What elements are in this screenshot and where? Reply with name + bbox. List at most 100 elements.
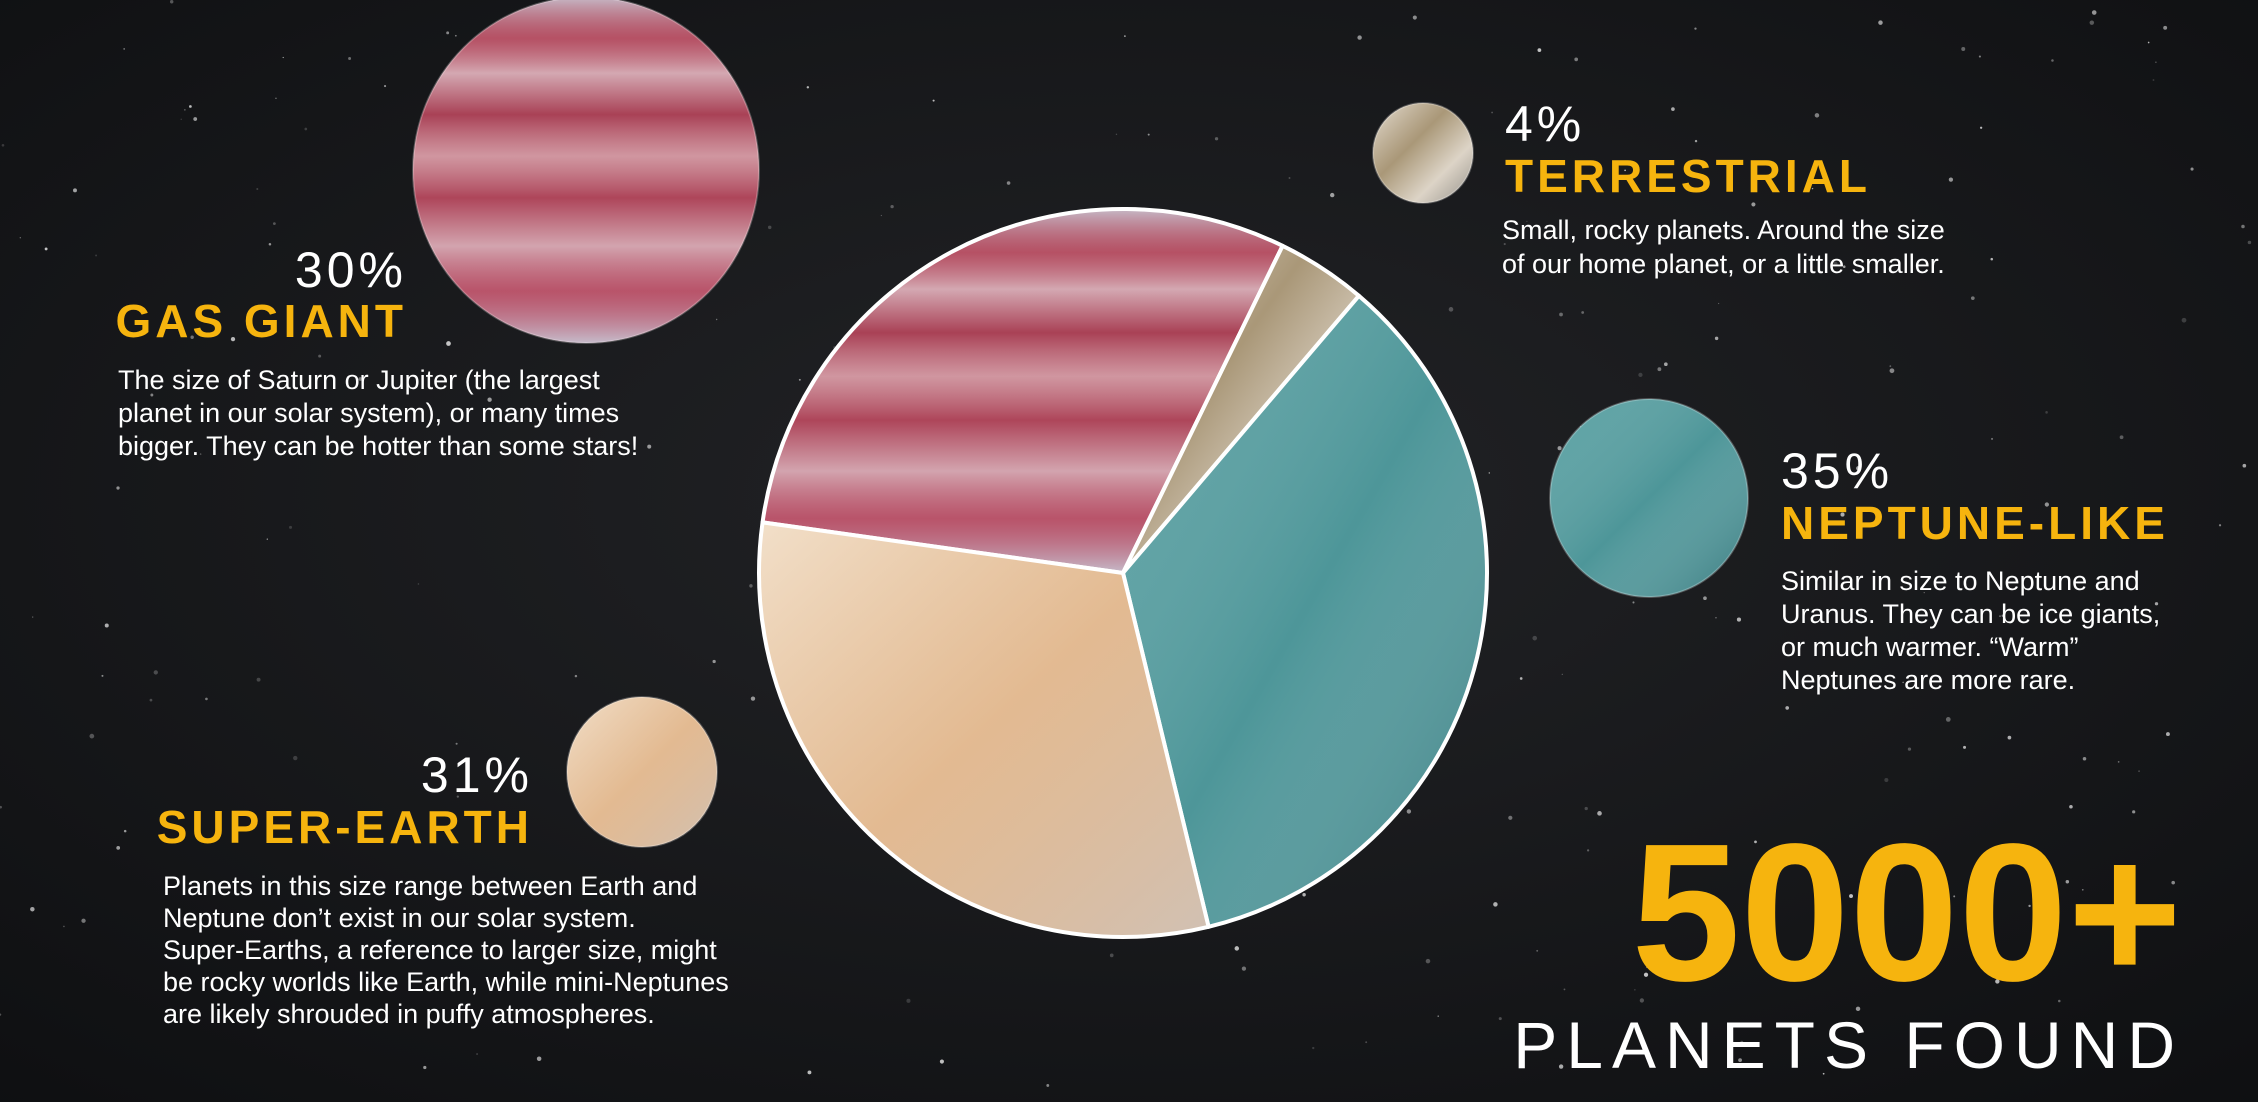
star (1715, 617, 1717, 619)
star (2051, 59, 2054, 62)
star (806, 86, 810, 89)
star (454, 34, 457, 37)
star (256, 677, 261, 682)
category-label: GAS GIANT (115, 295, 407, 347)
star (289, 525, 293, 529)
star (2117, 760, 2120, 763)
star (2242, 463, 2247, 468)
star (807, 1070, 812, 1075)
star (348, 57, 352, 60)
star (1991, 946, 1997, 952)
star (1124, 35, 1126, 37)
star (174, 447, 177, 450)
star (1634, 989, 1636, 991)
star (456, 795, 459, 798)
star (1302, 892, 1306, 897)
star (123, 829, 127, 833)
star (749, 584, 753, 588)
percent-label: 35% (1781, 443, 1893, 499)
star (446, 31, 450, 35)
star (1448, 307, 1454, 312)
star (358, 377, 363, 381)
description-line: are likely shrouded in puffy atmospheres… (163, 999, 655, 1029)
star (1508, 815, 1513, 820)
star (2001, 614, 2005, 618)
star (2154, 602, 2159, 606)
star (2147, 41, 2150, 44)
star (1849, 894, 1854, 899)
star (268, 242, 272, 246)
star (2190, 167, 2194, 171)
star (1840, 512, 1845, 517)
star (1657, 367, 1662, 372)
star (293, 755, 298, 761)
star (1586, 849, 1590, 852)
star (1639, 998, 1645, 1003)
star (1498, 1017, 1502, 1021)
star (798, 378, 801, 381)
star (880, 214, 882, 217)
star (1624, 169, 1626, 172)
star (1970, 296, 1975, 301)
star (30, 906, 35, 912)
star (1559, 312, 1563, 317)
star (285, 1009, 290, 1013)
star (1006, 181, 1011, 185)
star (2007, 735, 2012, 740)
star (1978, 55, 1981, 58)
star (1718, 302, 1720, 305)
planet-icon-texture (1372, 102, 1474, 204)
star (1991, 437, 1994, 440)
star (1557, 446, 1562, 451)
star (1999, 615, 2001, 617)
star (1814, 113, 1820, 118)
star (939, 1059, 944, 1064)
percent-label: 4% (1505, 96, 1585, 152)
star (95, 254, 98, 257)
star (318, 354, 322, 358)
star (1907, 747, 1912, 751)
star (1671, 107, 1675, 111)
star (2069, 804, 2073, 809)
star (275, 97, 277, 99)
star (1754, 840, 1757, 844)
slice-texture (1123, 295, 1487, 927)
star (1312, 1046, 1315, 1050)
percent-label: 30% (295, 242, 407, 298)
star (750, 696, 756, 701)
star (2163, 25, 2168, 30)
star (1738, 1058, 1742, 1063)
star (81, 918, 86, 923)
star (2028, 904, 2031, 908)
star (116, 846, 121, 850)
star (149, 698, 153, 702)
star (560, 942, 565, 948)
slice-outline (760, 207, 1285, 575)
star (1751, 202, 1756, 207)
category-label: NEPTUNE-LIKE (1781, 497, 2169, 549)
star (2138, 770, 2140, 773)
star (205, 697, 208, 701)
star (150, 393, 154, 397)
star (1785, 706, 1790, 710)
star (1357, 35, 1362, 40)
star (1330, 192, 1335, 198)
star (63, 925, 65, 928)
star (1632, 601, 1635, 604)
star (180, 118, 183, 121)
star (1979, 126, 1983, 129)
star (169, 0, 174, 4)
star (1811, 187, 1814, 190)
star (417, 583, 420, 585)
star (116, 486, 120, 490)
star (1574, 57, 1579, 62)
star (1995, 979, 2000, 984)
description-line: Super-Earths, a reference to larger size… (163, 935, 717, 965)
description-line: Uranus. They can be ice giants, (1781, 599, 2160, 629)
star (1493, 902, 1498, 907)
star (266, 538, 268, 540)
star (1833, 261, 1838, 267)
star (1923, 591, 1925, 594)
star (2121, 956, 2127, 961)
star (190, 335, 194, 339)
